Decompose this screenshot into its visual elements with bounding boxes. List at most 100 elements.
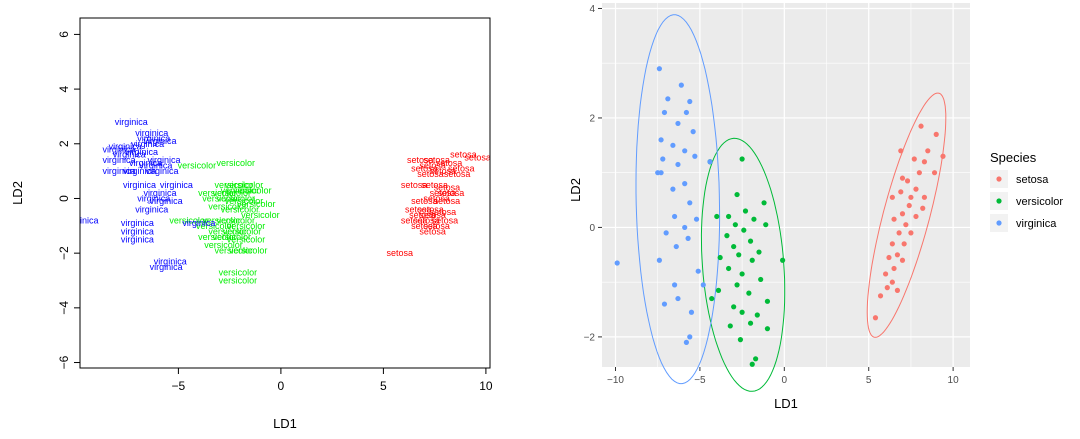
left-point-setosa-14: setosa <box>430 188 457 198</box>
left-point-setosa-5: setosa <box>419 161 446 171</box>
right-point-setosa-14 <box>921 194 928 200</box>
left-point-setosa-19: setosa <box>405 204 432 214</box>
left-point-labels: setosasetosasetosasetosasetosasetosaseto… <box>80 117 490 286</box>
left-point-versicolor-27: versicolor <box>229 245 268 255</box>
legend-dot-versicolor <box>996 198 1002 204</box>
ellipse-setosa <box>866 92 947 338</box>
right-point-versicolor-21 <box>758 276 764 283</box>
right-point-virginica-10 <box>682 148 688 154</box>
legend-dot-setosa <box>996 176 1002 182</box>
right-point-setosa-5 <box>940 153 946 159</box>
left-point-setosa-11: setosa <box>401 180 428 190</box>
left-point-setosa-12: setosa <box>421 180 448 190</box>
right-point-setosa-23 <box>908 230 914 236</box>
left-point-virginica-22: virginica <box>182 218 215 228</box>
left-point-versicolor-13: versicolor <box>221 204 260 214</box>
right-y-tick-label: 2 <box>589 113 595 124</box>
right-point-setosa-27 <box>886 254 892 261</box>
right-point-versicolor-17 <box>749 257 755 263</box>
left-x-axis-label: LD1 <box>273 416 297 431</box>
left-point-virginica-9: virginica <box>102 155 135 165</box>
right-point-versicolor-20 <box>739 271 745 277</box>
left-point-virginica-21: virginica <box>135 204 168 214</box>
left-point-virginica-18: virginica <box>143 188 176 198</box>
left-point-versicolor-18: versicolor <box>196 221 235 231</box>
ellipse-versicolor <box>700 137 786 392</box>
left-point-virginica-27: virginica <box>154 256 187 266</box>
left-x-tick-label: 10 <box>479 379 493 393</box>
right-point-virginica-25 <box>673 243 679 250</box>
left-point-virginica-12: virginica <box>139 161 172 171</box>
left-point-virginica-10: virginica <box>148 155 181 165</box>
left-point-virginica-4: virginica <box>131 139 164 149</box>
left-point-versicolor-6: versicolor <box>198 188 237 198</box>
right-point-virginica-6 <box>675 120 681 127</box>
left-point-versicolor-28: versicolor <box>219 267 258 277</box>
right-point-setosa-19 <box>913 213 919 220</box>
left-point-versicolor-7: versicolor <box>212 188 251 198</box>
right-point-versicolor-3 <box>761 200 767 206</box>
left-point-virginica-23: virginica <box>121 218 154 228</box>
left-point-virginica-2: virginica <box>137 133 170 143</box>
right-point-versicolor-12 <box>747 238 754 244</box>
right-point-setosa-10 <box>931 170 938 176</box>
right-point-setosa-17 <box>920 205 926 211</box>
right-point-versicolor-28 <box>739 309 745 315</box>
legend-items: setosa versicolor virginica <box>990 170 1063 232</box>
right-x-tick-label: 0 <box>782 375 788 386</box>
right-point-virginica-31 <box>688 309 695 315</box>
right-point-virginica-5 <box>683 109 690 116</box>
right-point-virginica-24 <box>685 235 691 241</box>
right-point-setosa-28 <box>899 257 906 263</box>
right-point-virginica-11 <box>660 156 666 162</box>
right-point-virginica-34 <box>687 334 693 340</box>
left-point-virginica-19: virginica <box>137 193 170 203</box>
right-ellipses <box>635 14 947 392</box>
right-point-virginica-19 <box>687 200 693 206</box>
right-point-versicolor-30 <box>727 323 733 329</box>
right-point-virginica-8 <box>658 137 664 143</box>
left-point-virginica-16: virginica <box>123 180 156 190</box>
right-point-versicolor-29 <box>754 312 760 318</box>
right-point-virginica-32 <box>614 260 620 266</box>
left-y-tick-label: −6 <box>57 355 71 369</box>
left-point-setosa-30: setosa <box>387 248 414 258</box>
right-point-virginica-2 <box>687 98 693 105</box>
left-point-virginica-20: virginica <box>150 196 183 206</box>
left-point-setosa-27: setosa <box>411 221 438 231</box>
right-point-virginica-33 <box>683 339 690 345</box>
right-y-tick-label: 0 <box>589 223 595 234</box>
left-point-setosa-18: setosa <box>434 196 461 206</box>
right-point-setosa-9 <box>904 178 911 184</box>
right-point-virginica-30 <box>661 301 668 307</box>
legend-title: Species <box>990 150 1037 165</box>
left-point-setosa-8: setosa <box>430 166 457 176</box>
right-point-setosa-24 <box>889 241 895 247</box>
left-point-setosa-2: setosa <box>407 155 434 165</box>
right-point-setosa-34 <box>877 293 884 299</box>
right-point-versicolor-18 <box>780 257 786 263</box>
right-point-virginica-14 <box>707 159 713 165</box>
left-plot-frame <box>79 17 491 369</box>
right-point-versicolor-4 <box>742 208 749 214</box>
left-point-virginica-14: virginica <box>123 166 156 176</box>
left-point-versicolor-1: versicolor <box>178 161 217 171</box>
left-point-virginica-0: virginica <box>115 117 148 127</box>
left-point-virginica-15: virginica <box>145 166 178 176</box>
left-y-axis-label: LD2 <box>10 181 25 205</box>
right-point-setosa-3 <box>925 148 931 154</box>
right-plot-panel <box>602 3 970 367</box>
right-point-virginica-35 <box>675 295 681 302</box>
right-point-versicolor-25 <box>709 295 715 302</box>
right-point-virginica-18 <box>670 186 676 192</box>
right-point-virginica-13 <box>675 161 681 168</box>
left-point-virginica-5: virginica <box>109 142 142 152</box>
right-point-versicolor-33 <box>737 337 744 343</box>
left-y-tick-label: −4 <box>57 301 71 315</box>
left-point-setosa-29: setosa <box>419 226 446 236</box>
right-point-versicolor-22 <box>734 282 740 288</box>
left-y-axis: −6 −4 −2 0 2 4 6 <box>57 31 80 369</box>
left-point-setosa-7: setosa <box>448 163 475 173</box>
right-point-virginica-16 <box>658 170 664 176</box>
right-point-versicolor-31 <box>747 320 754 326</box>
